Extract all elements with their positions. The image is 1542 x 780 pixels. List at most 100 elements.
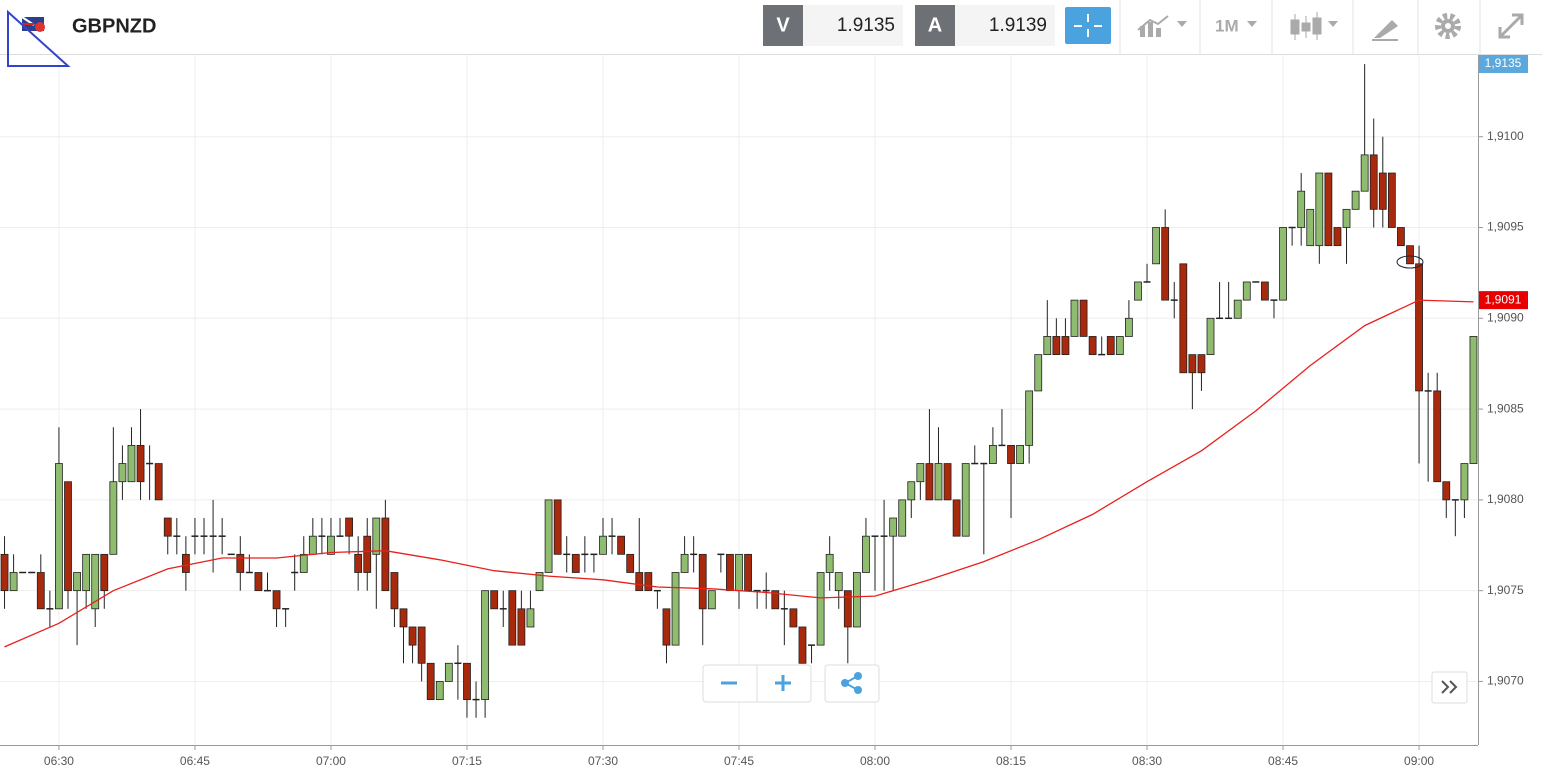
candle-body	[744, 553, 752, 592]
candle-body	[435, 681, 444, 701]
candle-body	[1342, 208, 1351, 228]
candle-body	[952, 499, 961, 537]
candle-body	[73, 572, 81, 592]
candle-body	[907, 481, 916, 501]
candle-body	[898, 499, 907, 537]
candle-body	[553, 499, 562, 555]
candle-body	[1197, 354, 1206, 374]
candle-body	[934, 463, 943, 501]
x-tick-label: 09:00	[1404, 754, 1434, 768]
scroll-right-button[interactable]	[1431, 671, 1468, 704]
x-tick-label: 07:15	[452, 754, 482, 768]
candle-body	[1016, 444, 1024, 464]
ask-box	[955, 5, 1055, 46]
selection-marker	[7, 9, 71, 67]
timeframe-button[interactable]: 1M	[1215, 16, 1257, 35]
timeframe: 1M	[1215, 16, 1239, 35]
candle-body	[771, 590, 780, 610]
symbol: GBPNZD	[72, 15, 156, 37]
candle-body	[889, 517, 898, 537]
moving-average	[4, 299, 1474, 648]
candle-body	[735, 553, 743, 592]
candle-body	[916, 463, 925, 483]
candle-body	[1070, 299, 1079, 337]
candle-body	[1387, 172, 1396, 228]
candle-body	[308, 535, 317, 555]
candle-body	[1034, 354, 1043, 392]
candle-body	[1007, 444, 1015, 464]
candle-body	[1378, 172, 1387, 210]
candle-body	[0, 553, 9, 592]
candle-body	[408, 626, 417, 646]
draw-tool-button[interactable]	[1372, 20, 1398, 41]
price-tag-label: 1,9091	[1485, 292, 1522, 306]
candle-body	[834, 572, 843, 592]
candle-body	[852, 572, 861, 628]
candle-body	[36, 572, 45, 610]
candle-body	[299, 553, 308, 573]
share-button[interactable]	[824, 664, 880, 703]
x-tick-label: 08:30	[1132, 754, 1162, 768]
candle-body	[1088, 336, 1097, 356]
candle-body	[1125, 317, 1133, 337]
candle-body	[862, 535, 870, 573]
toolbar-separators	[1119, 0, 1481, 54]
y-tick-label: 1,9100	[1487, 129, 1524, 143]
ask-button[interactable]	[915, 5, 955, 46]
zoom-in-button[interactable]	[775, 675, 791, 691]
candle-body	[91, 553, 100, 610]
candle-body	[1179, 263, 1188, 374]
candle-body	[254, 572, 263, 592]
candle-body	[381, 517, 390, 592]
y-tick-label: 1,9090	[1487, 310, 1524, 324]
x-tick-label: 07:30	[588, 754, 618, 768]
candle-body	[354, 553, 363, 573]
candle-body	[825, 553, 834, 573]
candle-body	[399, 608, 408, 628]
price-tag-label: 1,9135	[1485, 56, 1522, 70]
settings-button[interactable]	[1435, 13, 1461, 39]
candle-body	[163, 517, 172, 537]
ask-price: 1.9139	[989, 15, 1047, 36]
fullscreen-button[interactable]	[1498, 13, 1524, 39]
candle-body	[535, 572, 544, 592]
candle-body	[1161, 227, 1170, 301]
candle-body	[1152, 227, 1161, 265]
x-tick-label: 08:45	[1268, 754, 1298, 768]
candle-body	[1233, 299, 1242, 319]
candle-body	[1025, 390, 1034, 446]
chart-type-button[interactable]	[1137, 15, 1187, 37]
plot-area: 1,9070 1,9075 1,9080 1,9085 1,9090 1,9095 1,91…	[0, 55, 1528, 768]
bid-button[interactable]	[763, 5, 803, 46]
y-tick-label: 1,9075	[1487, 583, 1524, 597]
y-tick-label: 1,9085	[1487, 401, 1524, 415]
candle-body	[1469, 336, 1478, 464]
candle-body	[1206, 317, 1215, 356]
x-tick-label: 08:15	[996, 754, 1026, 768]
candle-body	[417, 626, 426, 664]
candle-body	[372, 517, 381, 555]
candle-body	[327, 535, 335, 555]
candle-body	[1351, 190, 1360, 210]
candle-body	[925, 463, 934, 501]
candle-body	[272, 590, 281, 610]
candle-body	[109, 481, 118, 555]
candle-body	[508, 590, 517, 646]
candle-body	[635, 572, 644, 592]
y-tick-label: 1,9080	[1487, 492, 1524, 506]
x-tick-label: 08:00	[860, 754, 890, 768]
candle-body	[100, 553, 109, 592]
candle-style-button[interactable]	[1290, 12, 1338, 40]
candle-body	[1442, 481, 1451, 501]
crosshair-button[interactable]	[1065, 7, 1111, 44]
candle-body	[490, 590, 499, 610]
x-tick-label: 06:45	[180, 754, 210, 768]
candle-body	[1061, 336, 1070, 356]
candle-body	[1052, 336, 1061, 356]
candle-body	[599, 535, 607, 555]
candle-body	[363, 535, 372, 573]
candle-body	[644, 572, 653, 592]
candle-body	[1324, 172, 1333, 247]
candle-body	[789, 608, 798, 628]
candle-body	[671, 572, 680, 646]
